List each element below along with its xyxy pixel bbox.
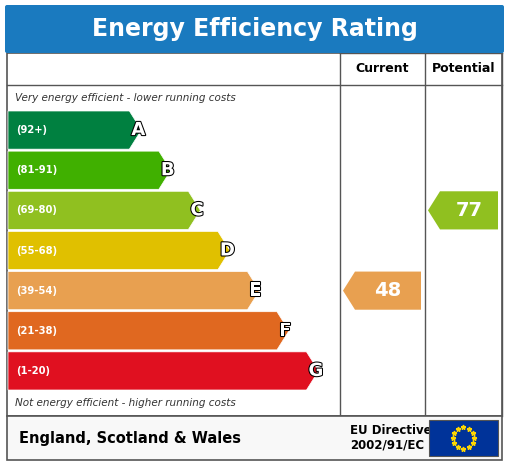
Polygon shape bbox=[8, 151, 171, 189]
Text: (1-20): (1-20) bbox=[16, 366, 50, 376]
Text: A: A bbox=[131, 121, 145, 139]
Text: EU Directive: EU Directive bbox=[350, 425, 432, 438]
Text: Current: Current bbox=[356, 63, 409, 76]
Bar bbox=[7, 416, 502, 460]
Text: C: C bbox=[190, 201, 204, 219]
Polygon shape bbox=[8, 352, 319, 390]
Text: F: F bbox=[279, 322, 291, 340]
FancyBboxPatch shape bbox=[5, 5, 504, 53]
Text: 2002/91/EC: 2002/91/EC bbox=[350, 439, 424, 452]
Bar bbox=[7, 53, 502, 416]
Polygon shape bbox=[8, 232, 230, 269]
Text: (92+): (92+) bbox=[16, 125, 47, 135]
Polygon shape bbox=[8, 272, 260, 310]
Text: (81-91): (81-91) bbox=[16, 165, 57, 175]
Text: (55-68): (55-68) bbox=[16, 246, 57, 255]
Polygon shape bbox=[8, 191, 201, 229]
Text: 48: 48 bbox=[375, 281, 402, 300]
Text: Energy Efficiency Rating: Energy Efficiency Rating bbox=[92, 17, 417, 41]
Text: G: G bbox=[308, 362, 323, 380]
Text: Not energy efficient - higher running costs: Not energy efficient - higher running co… bbox=[15, 398, 236, 408]
Polygon shape bbox=[428, 191, 498, 229]
Polygon shape bbox=[8, 111, 142, 149]
Text: (69-80): (69-80) bbox=[16, 205, 57, 215]
Text: (21-38): (21-38) bbox=[16, 326, 57, 336]
Polygon shape bbox=[343, 272, 421, 310]
Text: B: B bbox=[161, 161, 175, 179]
Bar bbox=[429, 420, 498, 456]
Text: Potential: Potential bbox=[432, 63, 495, 76]
Text: England, Scotland & Wales: England, Scotland & Wales bbox=[19, 431, 241, 446]
Text: 77: 77 bbox=[456, 201, 483, 220]
Text: (39-54): (39-54) bbox=[16, 286, 57, 296]
Polygon shape bbox=[8, 311, 289, 350]
Text: D: D bbox=[220, 241, 235, 260]
Text: Very energy efficient - lower running costs: Very energy efficient - lower running co… bbox=[15, 93, 236, 103]
Text: E: E bbox=[249, 282, 262, 300]
